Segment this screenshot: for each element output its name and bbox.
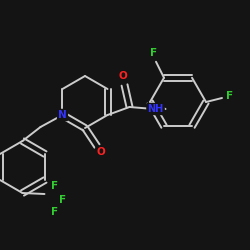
Text: F: F <box>150 48 158 58</box>
Text: NH: NH <box>148 104 164 114</box>
Text: F: F <box>51 181 58 191</box>
Text: O: O <box>118 71 127 81</box>
Text: N: N <box>58 110 67 120</box>
Text: F: F <box>226 91 234 101</box>
Text: F: F <box>51 207 58 217</box>
Text: F: F <box>59 195 66 205</box>
Text: O: O <box>96 147 106 157</box>
